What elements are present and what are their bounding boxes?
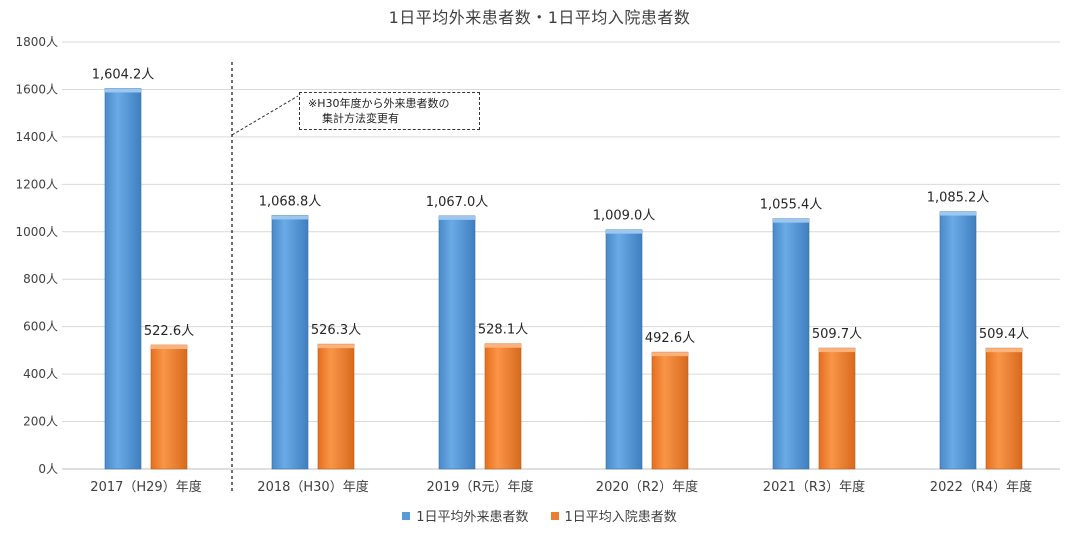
bar xyxy=(985,347,1023,470)
legend-swatch-blue xyxy=(402,511,411,520)
y-tick-label: 800人 xyxy=(23,272,58,286)
data-label: 528.1人 xyxy=(478,323,528,338)
data-label: 1,009.0人 xyxy=(593,209,656,224)
data-label: 492.6人 xyxy=(645,331,695,346)
bar-top-bevel xyxy=(105,88,141,93)
bar xyxy=(104,88,142,470)
bar xyxy=(939,211,977,470)
bar xyxy=(271,215,309,470)
data-labels: 1,604.2人 1,068.8人 1,067.0人 1,009.0人 1,055.4人… xyxy=(92,67,1029,346)
y-tick-label: 600人 xyxy=(23,320,58,334)
annotation-line-2: 集計方法変更有 xyxy=(322,112,399,125)
data-label: 1,085.2人 xyxy=(927,191,990,206)
data-label: 1,604.2人 xyxy=(92,67,155,82)
bars xyxy=(104,88,1023,470)
bar-top-bevel xyxy=(652,352,688,357)
y-tick-label: 1800人 xyxy=(15,35,58,49)
data-label: 1,055.4人 xyxy=(760,198,823,213)
chart-title: 1日平均外来患者数・1日平均入院患者数 xyxy=(388,8,691,27)
bar xyxy=(438,215,476,470)
data-label: 1,068.8人 xyxy=(259,194,322,209)
bar-top-bevel xyxy=(272,215,308,220)
bar-top-bevel xyxy=(151,345,187,350)
bar-top-bevel xyxy=(606,229,642,234)
legend-item-outpatient: 1日平均外来患者数 xyxy=(402,506,529,525)
bar xyxy=(317,343,355,470)
x-tick-label: 2022（R4）年度 xyxy=(930,479,1032,495)
x-tick-label: 2021（R3）年度 xyxy=(763,479,865,495)
data-label: 509.4人 xyxy=(979,327,1029,342)
bar-top-bevel xyxy=(819,348,855,353)
legend: 1日平均外来患者数 1日平均入院患者数 xyxy=(0,506,1079,525)
y-tick-label: 1200人 xyxy=(15,177,58,191)
data-label: 522.6人 xyxy=(144,324,194,339)
x-tick-label: 2017（H29）年度 xyxy=(90,479,201,495)
y-tick-label: 1400人 xyxy=(15,130,58,144)
gridlines xyxy=(62,41,1060,470)
bar xyxy=(605,229,643,470)
y-tick-label: 0人 xyxy=(38,462,58,476)
y-tick-label: 1000人 xyxy=(15,225,58,239)
y-tick-label: 400人 xyxy=(23,367,58,381)
bar-top-bevel xyxy=(986,348,1022,353)
y-axis: 0人 200人 400人 600人 800人 1000人 1200人 1400人 1600人 18… xyxy=(15,35,58,476)
x-tick-label: 2020（R2）年度 xyxy=(596,479,698,495)
data-label: 1,067.0人 xyxy=(426,195,489,210)
legend-swatch-orange xyxy=(550,511,559,520)
data-label: 526.3人 xyxy=(311,323,361,338)
legend-label: 1日平均外来患者数 xyxy=(416,510,529,525)
x-axis: 2017（H29）年度 2018（H30）年度 2019（R元）年度 2020（R2）… xyxy=(90,479,1032,495)
bar xyxy=(772,218,810,470)
data-label: 509.7人 xyxy=(812,327,862,342)
bar-top-bevel xyxy=(940,211,976,216)
bar xyxy=(818,347,856,470)
y-tick-label: 200人 xyxy=(23,415,58,429)
annotation-line-1: ※H30年度から外来患者数の xyxy=(308,97,450,110)
bar-top-bevel xyxy=(773,218,809,223)
annotation-leader-line xyxy=(231,95,299,136)
annotation-box: ※H30年度から外来患者数の 集計方法変更有 xyxy=(299,92,480,130)
bar-top-bevel xyxy=(485,343,521,348)
bar xyxy=(651,351,689,470)
y-tick-label: 1600人 xyxy=(15,82,58,96)
x-tick-label: 2018（H30）年度 xyxy=(257,479,368,495)
bar-top-bevel xyxy=(439,215,475,220)
legend-item-inpatient: 1日平均入院患者数 xyxy=(550,506,677,525)
legend-label: 1日平均入院患者数 xyxy=(564,510,677,525)
bar-top-bevel xyxy=(318,344,354,349)
bar xyxy=(150,344,188,470)
x-tick-label: 2019（R元）年度 xyxy=(426,479,533,495)
bar xyxy=(484,343,522,470)
